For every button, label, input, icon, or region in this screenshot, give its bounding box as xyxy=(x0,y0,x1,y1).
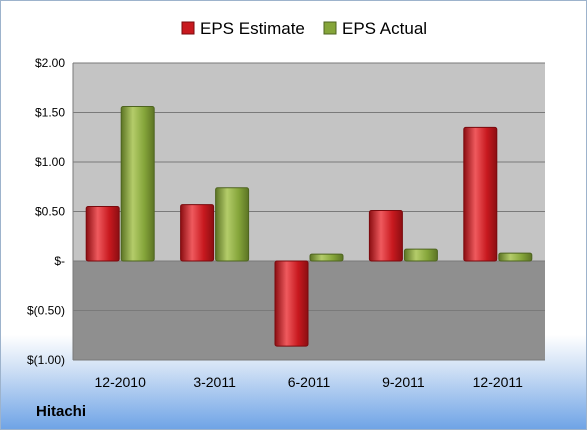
x-tick-label: 12-2011 xyxy=(473,374,524,390)
y-tick-label: $1.50 xyxy=(35,106,65,120)
bar-eps-actual xyxy=(120,106,155,262)
x-tick-label: 12-2010 xyxy=(95,374,147,390)
x-tick-label: 6-2011 xyxy=(288,374,331,390)
bar-eps-actual xyxy=(498,252,533,262)
y-tick-label: $2.00 xyxy=(35,56,65,70)
y-tick-label: $(1.00) xyxy=(27,353,65,367)
bar-eps-actual xyxy=(215,187,250,262)
y-tick-label: $1.00 xyxy=(35,155,65,169)
bar-eps-actual xyxy=(309,253,344,262)
legend-swatch-actual xyxy=(323,21,337,35)
bar-eps-estimate xyxy=(180,204,215,262)
bar-eps-actual xyxy=(403,248,438,262)
bar-eps-estimate xyxy=(463,126,498,262)
legend-swatch-estimate xyxy=(181,21,195,35)
x-tick-label: 9-2011 xyxy=(382,374,425,390)
y-tick-label: $- xyxy=(54,254,65,268)
legend-label-estimate: EPS Estimate xyxy=(200,19,305,38)
x-tick-label: 3-2011 xyxy=(193,374,236,390)
bar-eps-estimate xyxy=(274,260,309,347)
bar-eps-estimate xyxy=(368,210,403,262)
y-tick-label: $(0.50) xyxy=(27,304,65,318)
y-tick-label: $0.50 xyxy=(35,205,65,219)
company-label: Hitachi xyxy=(36,403,87,420)
bar-eps-estimate xyxy=(85,206,120,262)
legend-label-actual: EPS Actual xyxy=(342,19,427,38)
